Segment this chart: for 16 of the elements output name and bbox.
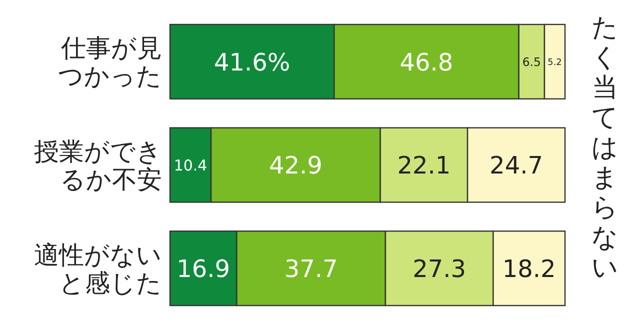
data-label: 41.6% [214, 48, 290, 76]
data-label: 10.4 [174, 156, 208, 174]
y-tick-label: 仕事が見つかった [58, 34, 162, 91]
data-label: 46.8 [400, 48, 454, 76]
data-label: 42.9 [268, 152, 322, 180]
data-label: 18.2 [502, 254, 556, 283]
data-label: 5.2 [548, 58, 562, 68]
text: たく当てはまらない [592, 13, 618, 283]
data-label: 22.1 [397, 152, 451, 180]
data-label: 27.3 [412, 254, 466, 283]
data-label: 16.9 [176, 254, 230, 283]
data-label: 6.5 [522, 54, 541, 69]
y-tick-label: 適性がないと感じた [34, 240, 162, 298]
y-tick-label: 授業ができるか不安 [34, 137, 162, 194]
data-label: 37.7 [284, 254, 338, 283]
data-label: 24.7 [490, 152, 543, 180]
